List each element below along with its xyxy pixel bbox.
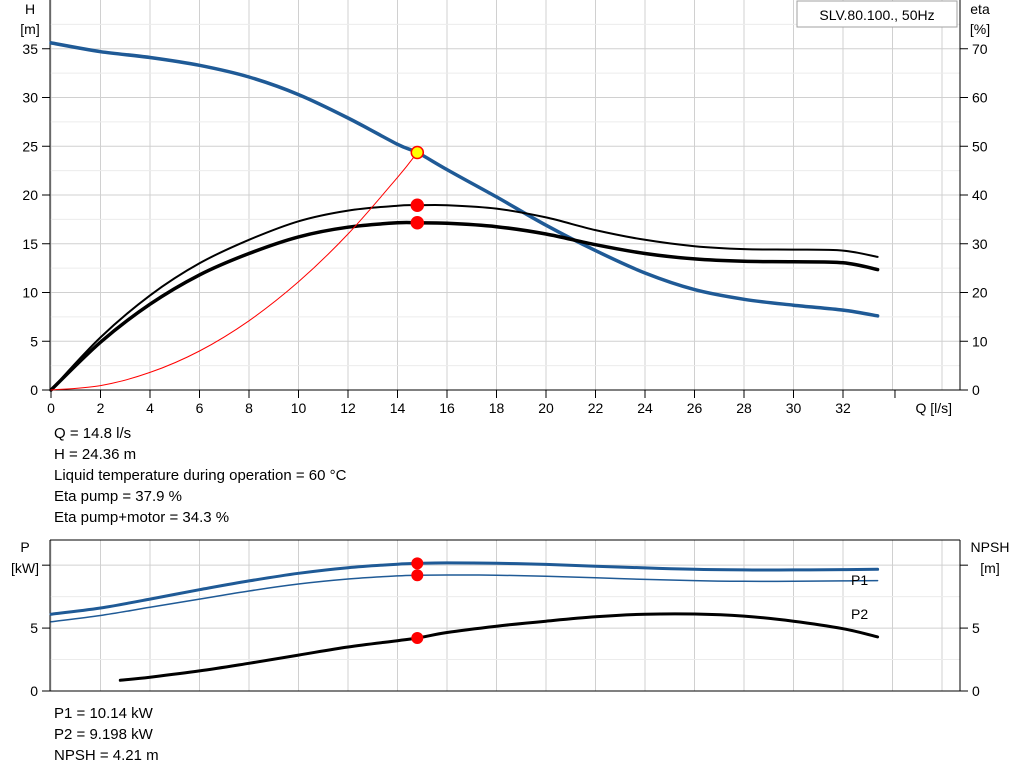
- chart-title: SLV.80.100., 50Hz: [819, 7, 934, 23]
- y-axis-unit-left: [m]: [20, 21, 39, 37]
- info-line-h: H = 24.36 m: [54, 446, 137, 463]
- y-axis-title-left: H: [25, 1, 35, 17]
- info-line-p2: P2 = 9.198 kW: [54, 726, 153, 743]
- head-curve: [49, 41, 880, 318]
- duty-point-p2-marker: [411, 569, 424, 582]
- duty-point-npsh-marker: [411, 632, 424, 645]
- grid-top: [50, 0, 960, 390]
- y-tick-label-left-bottom: 0: [30, 683, 38, 699]
- p2-curve: [50, 574, 879, 623]
- npsh-axis-unit: [m]: [980, 560, 999, 576]
- y-tick-label-left: 0: [30, 382, 38, 398]
- eta-pump-motor-curve: [49, 220, 880, 392]
- info-line-q: Q = 14.8 l/s: [54, 425, 132, 442]
- x-tick-label: 30: [786, 400, 802, 416]
- y-axis-unit-right: [%]: [970, 21, 990, 37]
- p-axis-title: P: [20, 539, 29, 555]
- x-tick-label: 18: [489, 400, 505, 416]
- duty-point-head-marker: [410, 145, 425, 160]
- x-tick-label: 10: [291, 400, 307, 416]
- y-tick-label-right: 60: [972, 90, 988, 106]
- y-tick-label-right: 30: [972, 236, 988, 252]
- x-tick-label: 24: [637, 400, 653, 416]
- duty-point-info: Q = 14.8 l/s H = 24.36 m Liquid temperat…: [54, 423, 346, 528]
- title-box: [796, 0, 958, 28]
- y-tick-label-left: 10: [22, 285, 38, 301]
- y-tick-label-right-bottom: 5: [972, 620, 980, 636]
- x-tick-label: 26: [687, 400, 703, 416]
- p1-label: P1: [851, 572, 868, 588]
- x-tick-label: 12: [340, 400, 356, 416]
- system-curve: [50, 152, 418, 391]
- y-tick-label-left: 30: [22, 90, 38, 106]
- info-line-eta-pump-motor: Eta pump+motor = 34.3 %: [54, 509, 230, 526]
- y-tick-label-right: 20: [972, 285, 988, 301]
- x-tick-label: 0: [47, 400, 55, 416]
- x-tick-label: 6: [196, 400, 204, 416]
- p1-curve: [49, 561, 880, 616]
- x-tick-label: 8: [245, 400, 253, 416]
- x-tick-label: 4: [146, 400, 154, 416]
- y-tick-label-right-bottom: 0: [972, 683, 980, 699]
- info-line-eta-pump: Eta pump = 37.9 %: [54, 488, 182, 505]
- y-tick-label-right: 10: [972, 333, 988, 349]
- y-tick-label-left: 5: [30, 333, 38, 349]
- duty-point-eta-pump-motor-marker: [410, 216, 425, 230]
- x-axis-title: Q [l/s]: [915, 400, 952, 416]
- duty-point-p1-marker: [411, 557, 424, 570]
- y-tick-label-left: 15: [22, 236, 38, 252]
- x-tick-label: 14: [390, 400, 406, 416]
- y-axis-title-right: eta: [970, 1, 990, 17]
- p-axis-unit: [kW]: [11, 560, 39, 576]
- y-tick-label-right: 40: [972, 187, 988, 203]
- p2-label: P2: [851, 606, 868, 622]
- x-tick-label: 16: [439, 400, 455, 416]
- x-tick-label: 20: [538, 400, 554, 416]
- x-tick-label: 32: [835, 400, 851, 416]
- info-line-npsh: NPSH = 4.21 m: [54, 747, 159, 764]
- duty-point-eta-pump-marker: [410, 198, 425, 212]
- x-tick-label: 22: [588, 400, 604, 416]
- y-tick-label-right: 70: [972, 41, 988, 57]
- x-tick-label: 2: [97, 400, 105, 416]
- npsh-axis-title: NPSH: [971, 539, 1010, 555]
- info-line-liquid-temp: Liquid temperature during operation = 60…: [54, 467, 347, 484]
- eta-pump-curve: [50, 203, 879, 391]
- y-tick-label-left: 20: [22, 187, 38, 203]
- y-tick-label-left-bottom: 5: [30, 620, 38, 636]
- npsh-curve: [118, 612, 880, 682]
- y-tick-label-left: 35: [22, 41, 38, 57]
- y-tick-label-right: 0: [972, 382, 980, 398]
- info-line-p1: P1 = 10.14 kW: [54, 705, 153, 722]
- x-tick-label: 28: [736, 400, 752, 416]
- y-tick-label-right: 50: [972, 138, 988, 154]
- power-npsh-info: P1 = 10.14 kW P2 = 9.198 kW NPSH = 4.21 …: [54, 703, 159, 766]
- y-tick-label-left: 25: [22, 138, 38, 154]
